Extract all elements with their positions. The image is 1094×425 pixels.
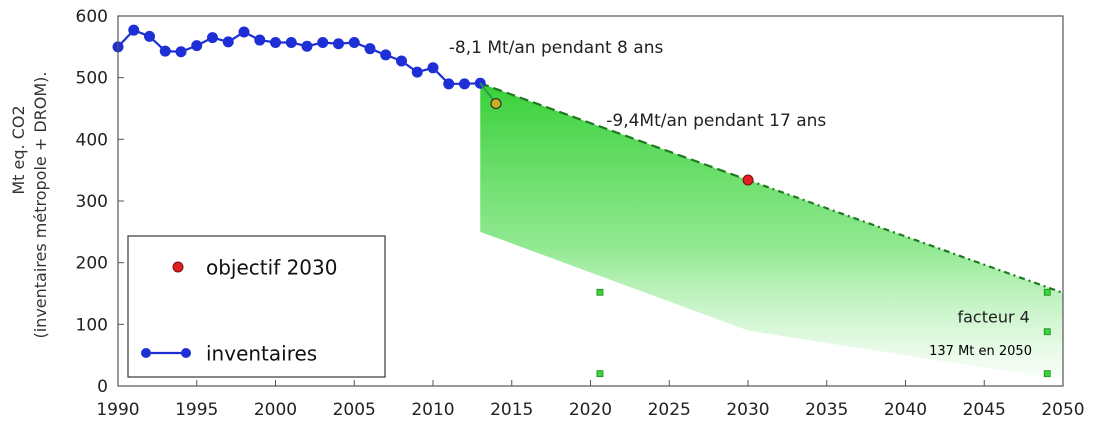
trend-line-0 <box>479 82 749 182</box>
reduction-band <box>480 83 1063 380</box>
inventaires-point-2001 <box>285 37 297 49</box>
y-tick-label-0: 0 <box>97 377 108 397</box>
legend-objectif-label: objectif 2030 <box>206 256 337 280</box>
y-tick-label-300: 300 <box>76 192 108 212</box>
legend-inventaires-label: inventaires <box>206 342 317 366</box>
inventaires-point-1994 <box>175 46 187 58</box>
axes-layer: 1990 1995 2000 2005 2010 2015 2020 2025 2030 2035… <box>76 7 1085 420</box>
annotation-layer: -8,1 Mt/an pendant 8 ans -9,4Mt/an penda… <box>449 38 1032 359</box>
inventaires-point-1999 <box>254 34 266 46</box>
x-tick-label-2025: 2025 <box>648 400 691 420</box>
inventaires-point-2003 <box>317 37 329 49</box>
green-marker-4 <box>596 370 604 378</box>
x-tick-label-2035: 2035 <box>805 400 848 420</box>
x-tick-label-2010: 2010 <box>411 400 454 420</box>
x-tick-label-2040: 2040 <box>884 400 927 420</box>
annotation-rate-1: -8,1 Mt/an pendant 8 ans <box>449 38 664 58</box>
green-marker-3 <box>596 288 604 296</box>
x-tick-label-2000: 2000 <box>254 400 297 420</box>
green-marker-5 <box>1043 288 1051 296</box>
inventaires-point-1996 <box>207 32 218 44</box>
legend-inventaires-marker-left <box>141 348 151 358</box>
annotation-factor: facteur 4 <box>957 307 1029 326</box>
x-tick-label-2005: 2005 <box>333 400 376 420</box>
legend-inventaires-marker-right <box>181 348 191 358</box>
inventaires-point-1998 <box>238 26 250 38</box>
inventaires-point-2008 <box>396 55 407 67</box>
inventaires-point-2007 <box>380 49 392 61</box>
inventaires-point-2005 <box>348 37 360 49</box>
inventaires-point-1995 <box>191 40 203 52</box>
inventaires-point-2006 <box>364 43 376 55</box>
annotation-2050-value: 137 Mt en 2050 <box>929 344 1032 359</box>
estimate-point <box>490 97 502 110</box>
inventaires-point-1993 <box>159 45 171 57</box>
x-tick-label-2050: 2050 <box>1041 400 1084 420</box>
green-marker-6 <box>1043 328 1051 336</box>
y-tick-label-100: 100 <box>76 315 108 335</box>
inventaires-point-2012 <box>459 78 470 90</box>
series-layer <box>112 24 754 186</box>
x-tick-label-2015: 2015 <box>490 400 533 420</box>
inventaires-point-2009 <box>411 66 423 78</box>
legend: objectif 2030 inventaires <box>127 235 386 378</box>
y-tick-label-500: 500 <box>76 69 108 89</box>
x-tick-label-2045: 2045 <box>963 400 1006 420</box>
x-tick-label-2030: 2030 <box>726 400 769 420</box>
objectif-2030-point <box>742 174 754 186</box>
inventaires-point-1992 <box>144 30 155 42</box>
y-tick-label-200: 200 <box>76 254 108 274</box>
inventaires-point-2004 <box>333 38 344 50</box>
x-tick-label-1990: 1990 <box>96 400 139 420</box>
inventaires-point-1991 <box>128 24 140 36</box>
legend-objectif-marker <box>172 261 184 273</box>
inventaires-point-2002 <box>301 40 313 52</box>
trend-layer <box>479 82 1064 294</box>
annotation-rate-2: -9,4Mt/an pendant 17 ans <box>606 111 826 131</box>
x-tick-label-1995: 1995 <box>175 400 218 420</box>
reduction-band-layer <box>480 83 1063 380</box>
y-axis-label-line2: (inventaires métropole + DROM). <box>31 72 50 339</box>
inventaires-line <box>117 28 481 85</box>
inventaires-point-1997 <box>222 36 234 48</box>
green-marker-7 <box>1043 370 1051 378</box>
y-axis-label-line1: Mt eq. CO2 <box>9 105 28 194</box>
inventaires-point-2010 <box>427 62 439 74</box>
x-tick-label-2020: 2020 <box>569 400 612 420</box>
y-tick-label-400: 400 <box>76 130 108 150</box>
y-tick-label-600: 600 <box>76 7 108 27</box>
inventaires-point-2000 <box>270 37 281 49</box>
inventaires-point-2011 <box>443 78 455 90</box>
